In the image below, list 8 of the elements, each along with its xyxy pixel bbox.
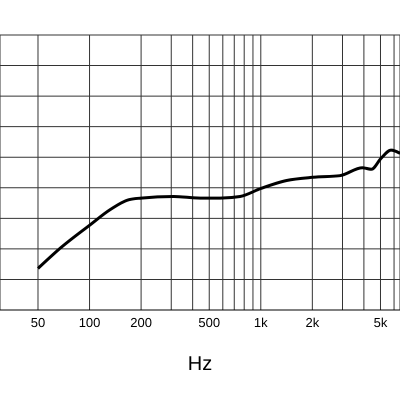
x-tick-label: 2k [305,315,320,330]
x-tick-label: 5k [374,315,388,330]
x-tick-label: 50 [30,315,46,330]
x-axis-title: Hz [188,353,212,375]
x-tick-label: 500 [198,315,220,330]
x-tick-label: 100 [78,315,100,330]
x-tick-label: 200 [130,315,152,330]
x-tick-label: 1k [254,315,268,330]
